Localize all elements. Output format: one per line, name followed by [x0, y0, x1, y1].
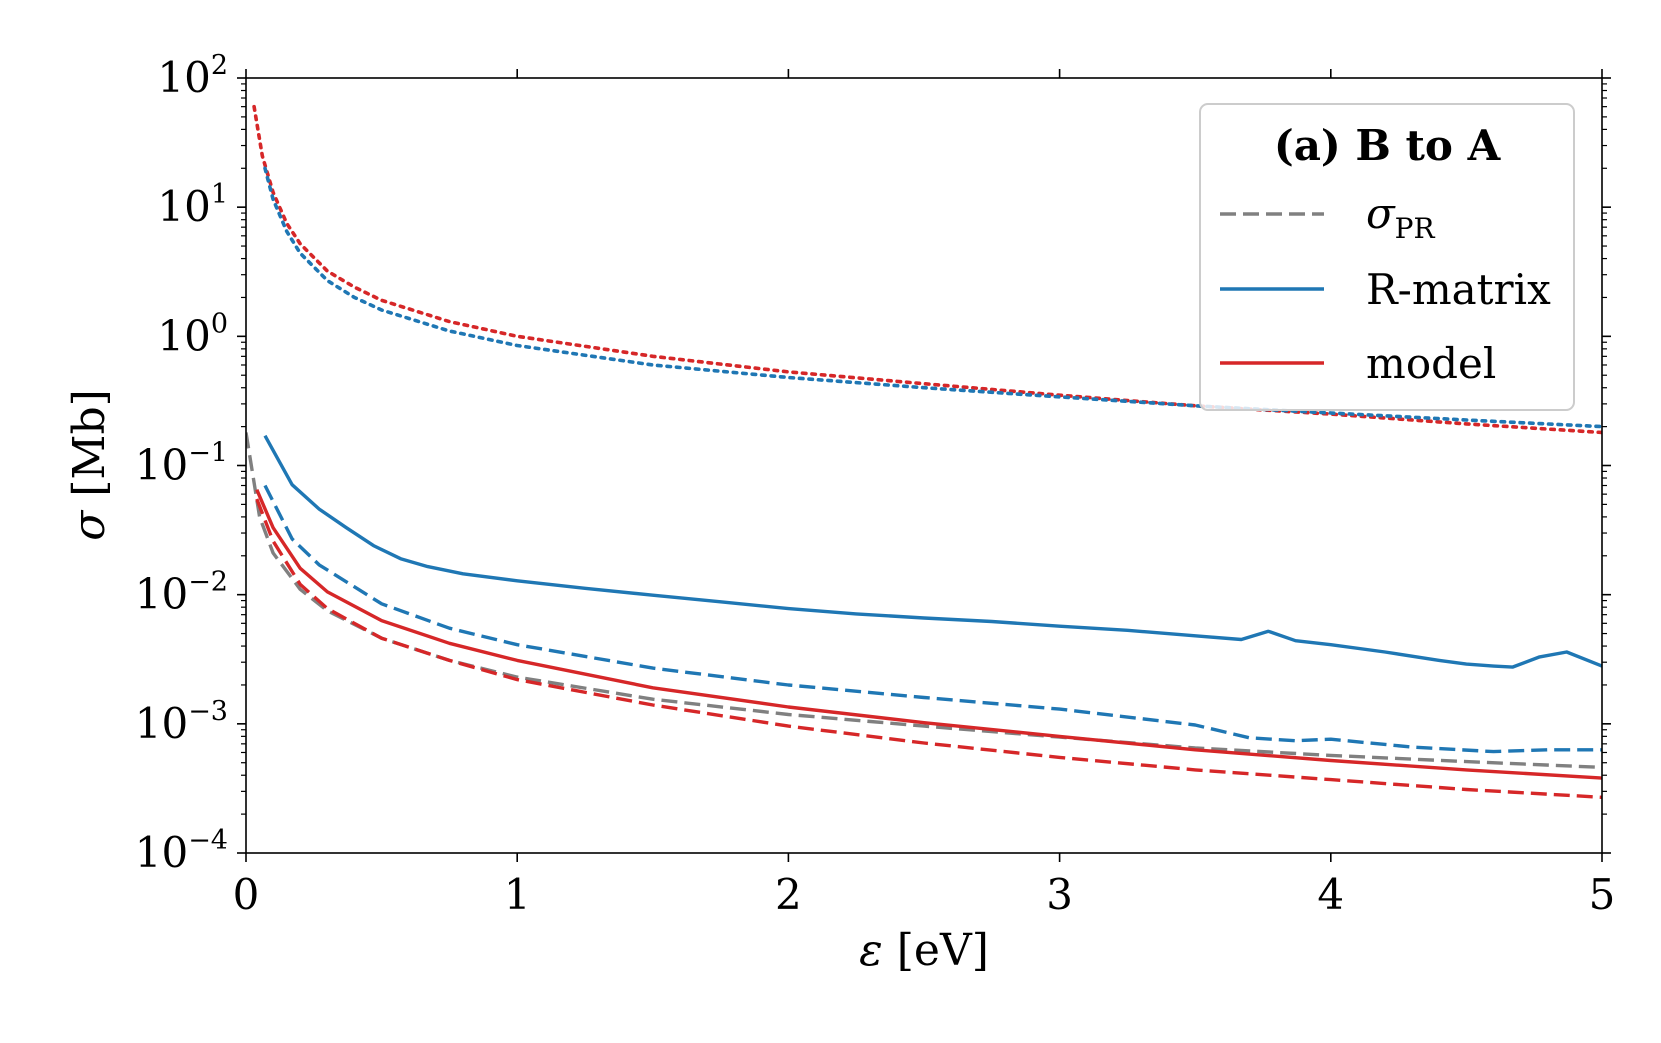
x-tick-label: 3	[1046, 870, 1073, 919]
series-line--pr	[246, 432, 1602, 770]
x-tick-label: 0	[233, 870, 260, 919]
series-layer	[246, 104, 1602, 799]
y-tick-label: 101	[157, 179, 228, 231]
legend-label-r-matrix: R-matrix	[1366, 265, 1551, 314]
y-tick-label: 102	[157, 50, 228, 102]
legend-title: (a) B to A	[1274, 121, 1502, 170]
x-tick-label: 4	[1317, 870, 1344, 919]
y-tick-label: 10−4	[135, 825, 228, 877]
y-tick-label: 10−2	[135, 567, 228, 619]
y-tick-label: 10−3	[135, 696, 228, 748]
legend-box	[1199, 103, 1575, 411]
legend: (a) B to A σPR R-matrix model	[1199, 103, 1575, 411]
y-tick-label: 100	[157, 308, 228, 360]
y-axis-title: σ [Mb]	[64, 389, 115, 541]
x-tick-label: 1	[504, 870, 531, 919]
tick-layer: 0 1 2 3 4 5 102 101 100 10−1 10−2 10−3 10−4	[135, 50, 1616, 919]
legend-label-sigma-pr: σPR	[1366, 189, 1436, 245]
series-line-model	[255, 489, 1602, 780]
x-tick-label: 2	[775, 870, 802, 919]
legend-label-model: model	[1366, 339, 1496, 388]
series-line-r-matrix	[263, 434, 1602, 669]
x-tick-label: 5	[1589, 870, 1616, 919]
series-line-r-matrix-dashed	[263, 484, 1602, 754]
series-line-model-dashed	[255, 498, 1602, 799]
x-axis-title: ε [eV]	[859, 925, 989, 976]
y-tick-label: 10−1	[135, 438, 228, 490]
